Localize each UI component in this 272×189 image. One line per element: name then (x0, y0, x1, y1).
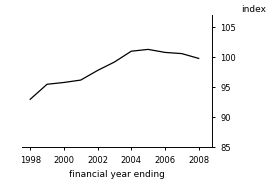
X-axis label: financial year ending: financial year ending (69, 170, 165, 179)
Y-axis label: index: index (242, 5, 267, 14)
